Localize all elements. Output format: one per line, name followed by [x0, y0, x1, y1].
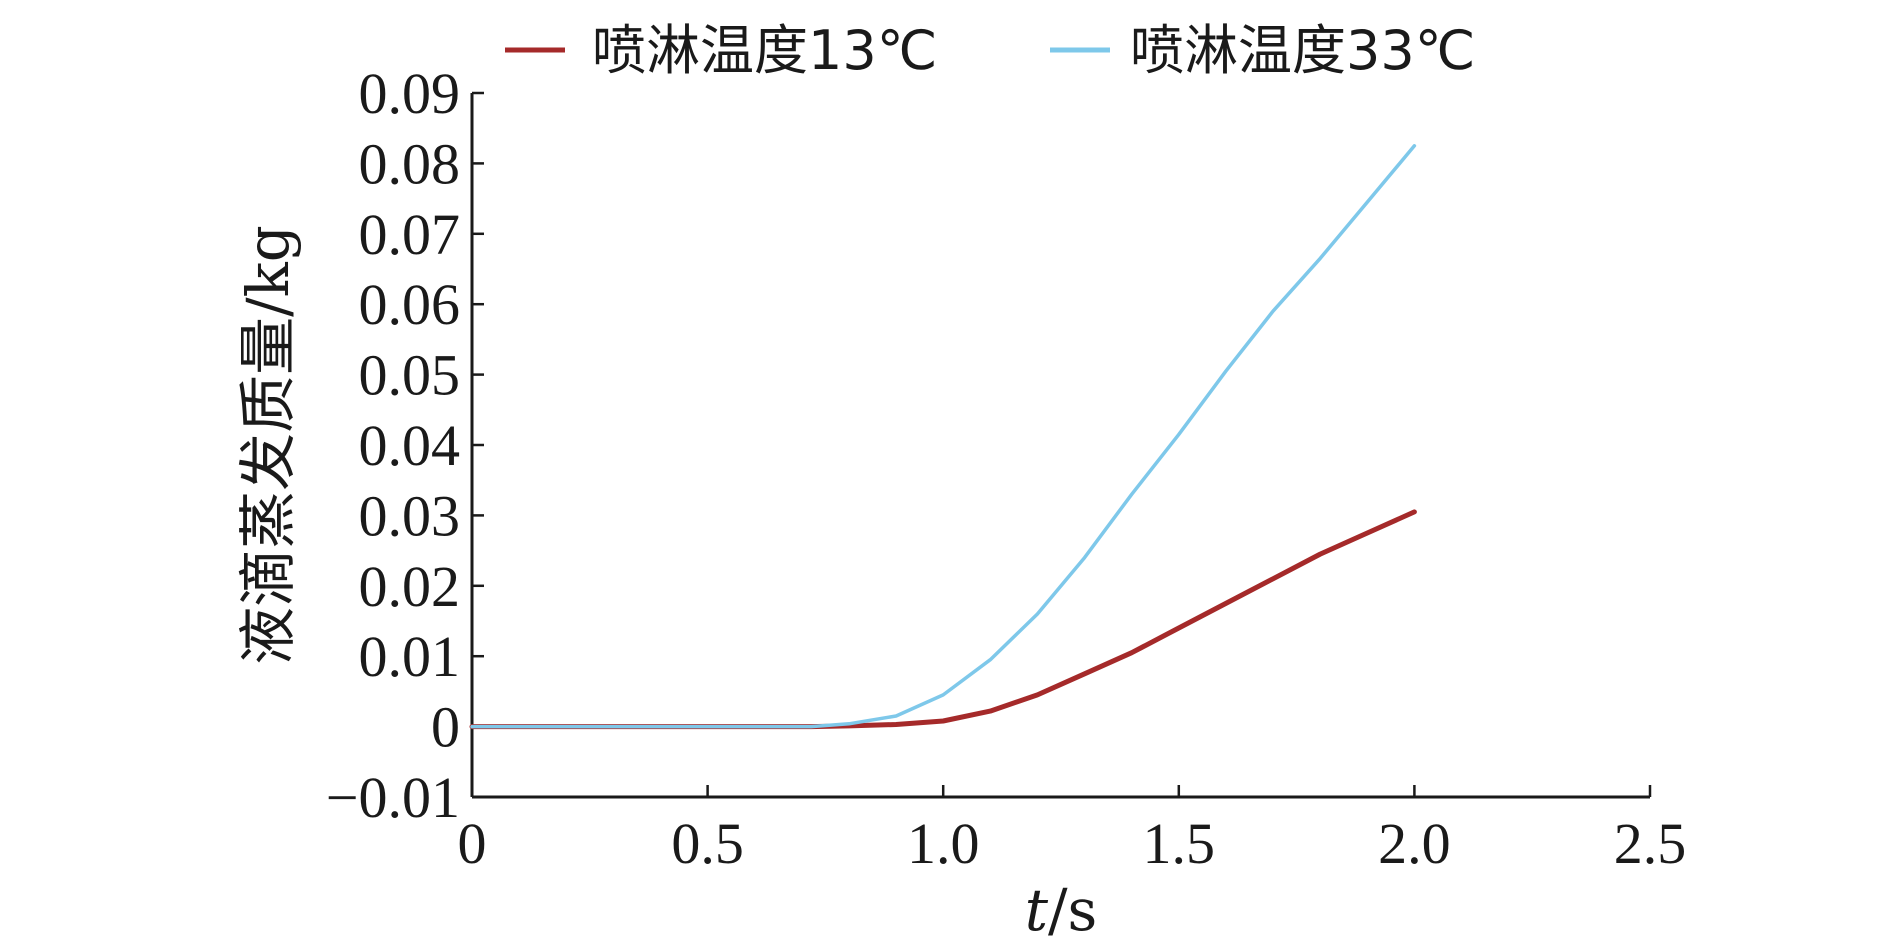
x-tick-label: 0: [458, 811, 487, 876]
y-tick-label: 0.01: [359, 624, 461, 689]
y-tick-label: 0.06: [359, 272, 461, 337]
x-axis-label-unit: /s: [1048, 876, 1097, 944]
y-ticks: −0.0100.010.020.030.040.050.060.070.080.…: [326, 61, 484, 830]
legend-label-series-2: 喷淋温度33℃: [1130, 19, 1475, 82]
x-tick-label: 1.5: [1143, 811, 1216, 876]
y-tick-label: −0.01: [326, 765, 460, 830]
x-axis-label: t/s: [1025, 876, 1098, 944]
x-ticks: 0 0.5 1.0 1.5 2.0 2.5: [458, 785, 1687, 876]
x-tick-label: 0.5: [671, 811, 744, 876]
y-tick-label: 0.09: [359, 61, 461, 126]
y-tick-label: 0.05: [359, 343, 461, 408]
series-line-2: [470, 144, 1417, 729]
series-group: [469, 144, 1417, 730]
x-tick-label: 1.0: [907, 811, 980, 876]
y-tick-label: 0.04: [359, 413, 461, 478]
x-axis-label-italic: t: [1025, 876, 1049, 944]
y-axis-label: 液滴蒸发质量/kg: [234, 225, 302, 665]
x-tick-label: 2.0: [1378, 811, 1451, 876]
legend: 喷淋温度13℃ 喷淋温度33℃: [505, 19, 1475, 82]
y-tick-label: 0: [431, 695, 460, 760]
x-tick-label: 2.5: [1614, 811, 1687, 876]
y-tick-label: 0.02: [359, 554, 461, 619]
y-tick-label: 0.08: [359, 131, 461, 196]
y-tick-label: 0.07: [359, 202, 461, 267]
y-tick-label: 0.03: [359, 483, 461, 548]
legend-label-series-1: 喷淋温度13℃: [592, 19, 937, 82]
